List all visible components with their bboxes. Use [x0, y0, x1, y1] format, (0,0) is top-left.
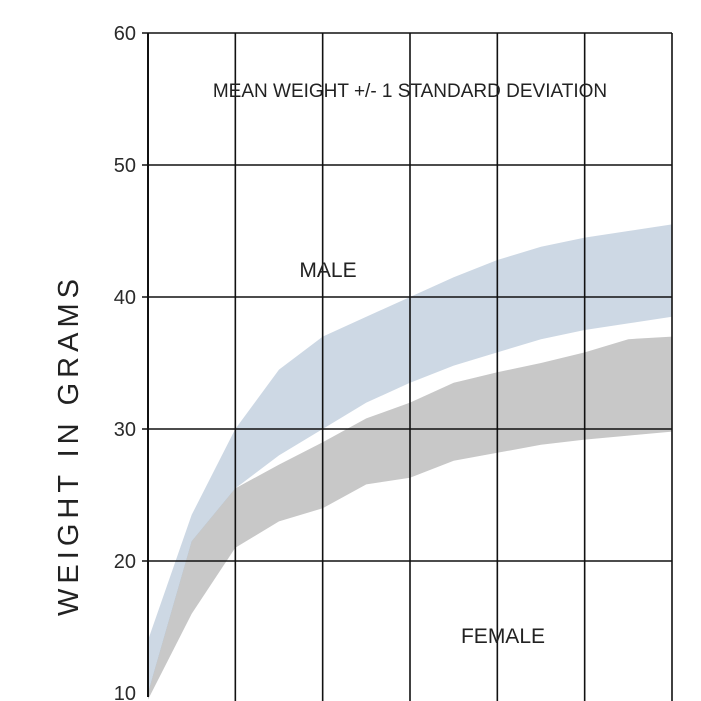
- y-tick-label: 20: [114, 551, 136, 573]
- series-label-male: MALE: [299, 259, 356, 282]
- y-tick-label: 60: [114, 23, 136, 45]
- grid-layer: [142, 32, 673, 701]
- chart-annotation: MEAN WEIGHT +/- 1 STANDARD DEVIATION: [213, 81, 607, 102]
- y-tick-label: 30: [114, 419, 136, 441]
- y-axis-label: WEIGHT IN GRAMS: [53, 274, 85, 616]
- y-tick-label: 40: [114, 287, 136, 309]
- series-label-female: FEMALE: [461, 625, 545, 648]
- y-tick-label: 50: [114, 155, 136, 177]
- tick-labels-layer: 10 20 30 40 50 60: [114, 23, 136, 701]
- female-band: [148, 336, 672, 700]
- y-tick-label: 10: [114, 683, 136, 701]
